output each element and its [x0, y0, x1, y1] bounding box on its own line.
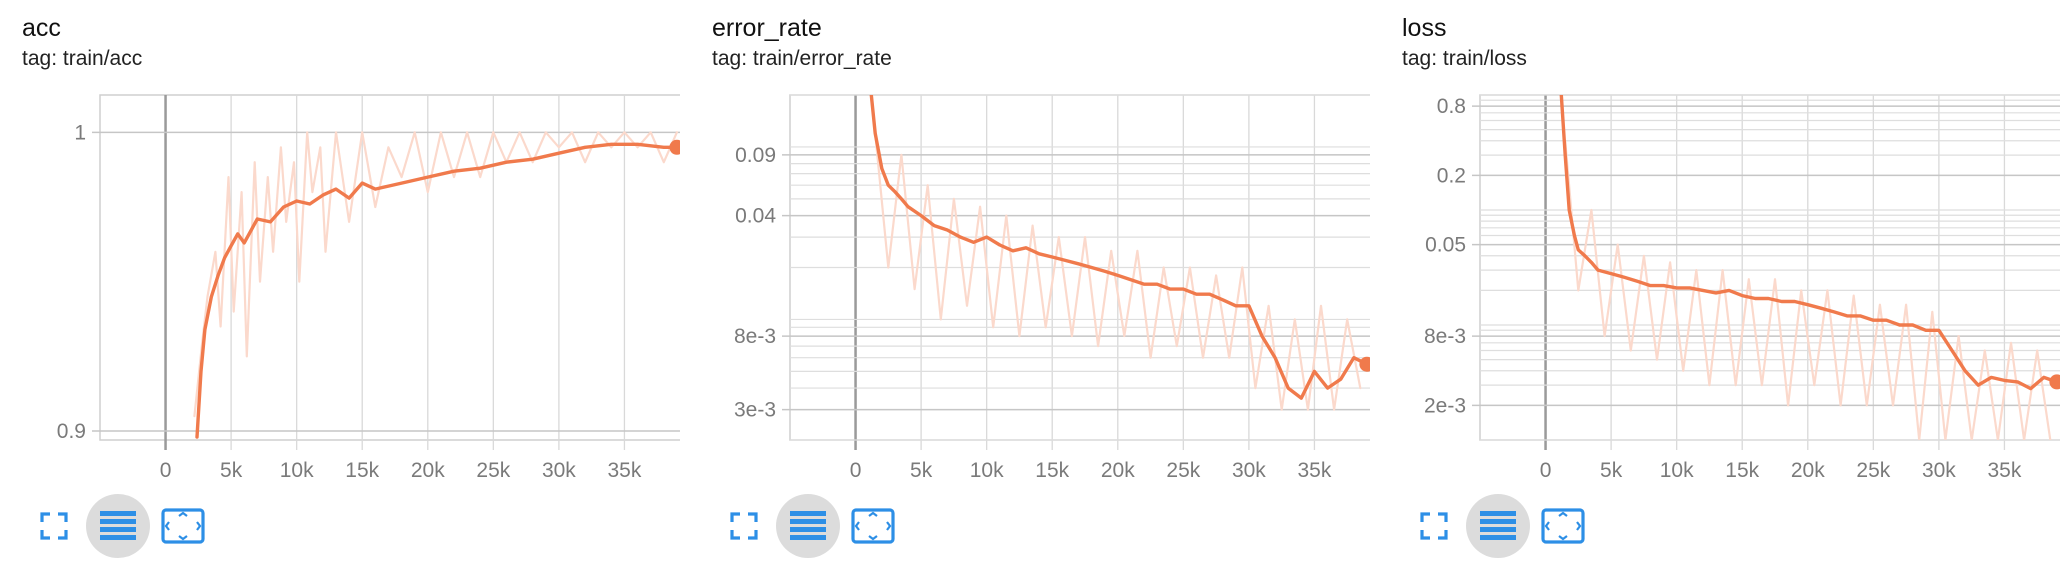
last-point-marker	[2049, 374, 2060, 390]
x-tick-label: 5k	[1600, 459, 1623, 482]
fit-domain-icon[interactable]	[1541, 508, 1585, 544]
chart-toolbar	[1420, 494, 1585, 558]
x-tick-label: 10k	[970, 459, 1004, 482]
smoothed-series-line	[195, 142, 679, 439]
y-tick-label: 0.09	[735, 144, 776, 167]
plot-frame	[99, 94, 680, 441]
chart-title: loss	[1402, 14, 1447, 42]
chart-card-acc: acc tag: train/acc 0 5k 10k 15k 20k 25k 30k 35k 0.…	[0, 0, 680, 574]
toggle-log-scale-icon[interactable]	[776, 494, 840, 558]
chart-tag: tag: train/loss	[1402, 47, 1527, 70]
plot-frame	[1479, 94, 2060, 441]
chart-tag: tag: train/acc	[22, 47, 143, 70]
y-tick-label: 0.2	[1437, 164, 1466, 187]
x-tick-label: 30k	[1232, 459, 1266, 482]
x-tick-label: 10k	[280, 459, 314, 482]
toggle-log-scale-icon[interactable]	[1466, 494, 1530, 558]
fullscreen-icon[interactable]	[40, 512, 68, 540]
chart-plot-loss[interactable]: 0 5k 10k 15k 20k 25k 30k 35k 2e-3 8e-3 0.05 0.2 0.8	[1380, 0, 2060, 574]
chart-title: acc	[22, 14, 61, 42]
x-tick-label: 15k	[1725, 459, 1759, 482]
y-tick-label: 2e-3	[1424, 394, 1466, 417]
y-tick-label: 8e-3	[734, 325, 776, 348]
x-tick-label: 5k	[220, 459, 243, 482]
chart-tag: tag: train/error_rate	[712, 47, 892, 70]
smoothed-series-line	[1559, 95, 2059, 391]
x-tick-label: 25k	[1166, 459, 1200, 482]
chart-toolbar	[730, 494, 895, 558]
x-tick-label: 0	[850, 459, 862, 482]
x-tick-label: 35k	[608, 459, 642, 482]
x-tick-label: 5k	[910, 459, 933, 482]
y-tick-label: 1	[74, 121, 86, 144]
chart-card-loss: loss tag: train/loss 0 5k 10k 15k 20k 25k 30k 35k…	[1380, 0, 2060, 574]
toggle-log-scale-icon[interactable]	[86, 494, 150, 558]
x-tick-label: 20k	[411, 459, 445, 482]
chart-plot-error_rate[interactable]: 0 5k 10k 15k 20k 25k 30k 35k 3e-3 8e-3 0.04 0.09	[690, 0, 1370, 574]
fullscreen-icon[interactable]	[730, 512, 758, 540]
last-point-marker	[1359, 356, 1370, 372]
x-tick-label: 15k	[1035, 459, 1069, 482]
smoothed-series-line	[869, 95, 1369, 400]
x-tick-label: 20k	[1791, 459, 1825, 482]
x-tick-label: 25k	[1856, 459, 1890, 482]
x-tick-label: 30k	[1922, 459, 1956, 482]
raw-series-line	[193, 131, 679, 418]
fit-domain-icon[interactable]	[161, 508, 205, 544]
chart-card-error_rate: error_rate tag: train/error_rate 0 5k 10k 15k…	[690, 0, 1370, 574]
y-tick-label: 3e-3	[734, 399, 776, 422]
y-tick-label: 0.05	[1425, 234, 1466, 257]
x-tick-label: 20k	[1101, 459, 1135, 482]
x-tick-label: 35k	[1988, 459, 2022, 482]
y-tick-label: 0.8	[1437, 95, 1466, 118]
x-tick-label: 30k	[542, 459, 576, 482]
raw-series-line	[874, 132, 1362, 411]
fit-domain-icon[interactable]	[851, 508, 895, 544]
x-tick-label: 15k	[345, 459, 379, 482]
x-tick-label: 25k	[476, 459, 510, 482]
y-tick-label: 0.04	[735, 205, 776, 228]
y-tick-label: 8e-3	[1424, 325, 1466, 348]
y-tick-label: 0.9	[57, 420, 86, 443]
x-tick-label: 10k	[1660, 459, 1694, 482]
x-tick-label: 0	[160, 459, 172, 482]
raw-series-line	[1564, 139, 2052, 440]
fullscreen-icon[interactable]	[1420, 512, 1448, 540]
chart-toolbar	[40, 494, 205, 558]
x-tick-label: 0	[1540, 459, 1552, 482]
chart-title: error_rate	[712, 14, 822, 42]
chart-plot-acc[interactable]: 0 5k 10k 15k 20k 25k 30k 35k 0.9 1	[0, 0, 680, 574]
last-point-marker	[669, 139, 680, 155]
x-tick-label: 35k	[1298, 459, 1332, 482]
